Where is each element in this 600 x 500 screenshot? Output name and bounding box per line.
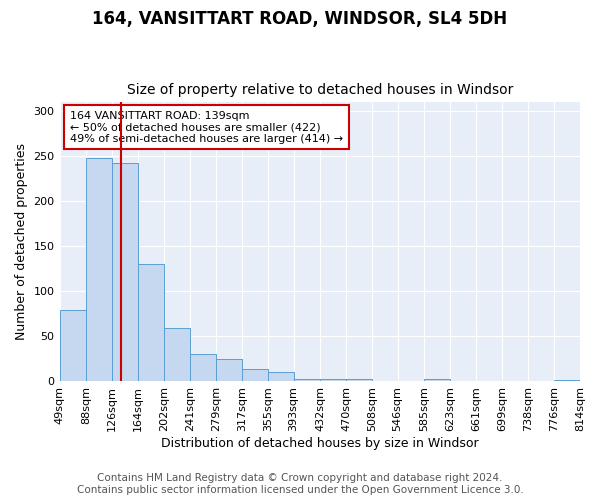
Text: 164 VANSITTART ROAD: 139sqm
← 50% of detached houses are smaller (422)
49% of se: 164 VANSITTART ROAD: 139sqm ← 50% of det… [70, 110, 343, 144]
Bar [268, 372, 293, 382]
Bar [320, 379, 346, 382]
Bar [190, 354, 216, 382]
Bar [293, 379, 320, 382]
Bar [424, 379, 450, 382]
Bar [346, 379, 372, 382]
Bar [450, 380, 476, 382]
Bar [86, 158, 112, 382]
Bar [112, 162, 138, 382]
Bar [242, 369, 268, 382]
Bar [372, 380, 398, 382]
Bar [138, 264, 164, 382]
Y-axis label: Number of detached properties: Number of detached properties [15, 144, 28, 340]
Bar [502, 380, 528, 382]
Bar [216, 359, 242, 382]
Text: 164, VANSITTART ROAD, WINDSOR, SL4 5DH: 164, VANSITTART ROAD, WINDSOR, SL4 5DH [92, 10, 508, 28]
Bar [59, 310, 86, 382]
Bar [554, 380, 580, 382]
Bar [164, 328, 190, 382]
X-axis label: Distribution of detached houses by size in Windsor: Distribution of detached houses by size … [161, 437, 479, 450]
Text: Contains HM Land Registry data © Crown copyright and database right 2024.
Contai: Contains HM Land Registry data © Crown c… [77, 474, 523, 495]
Title: Size of property relative to detached houses in Windsor: Size of property relative to detached ho… [127, 83, 513, 97]
Bar [476, 380, 502, 382]
